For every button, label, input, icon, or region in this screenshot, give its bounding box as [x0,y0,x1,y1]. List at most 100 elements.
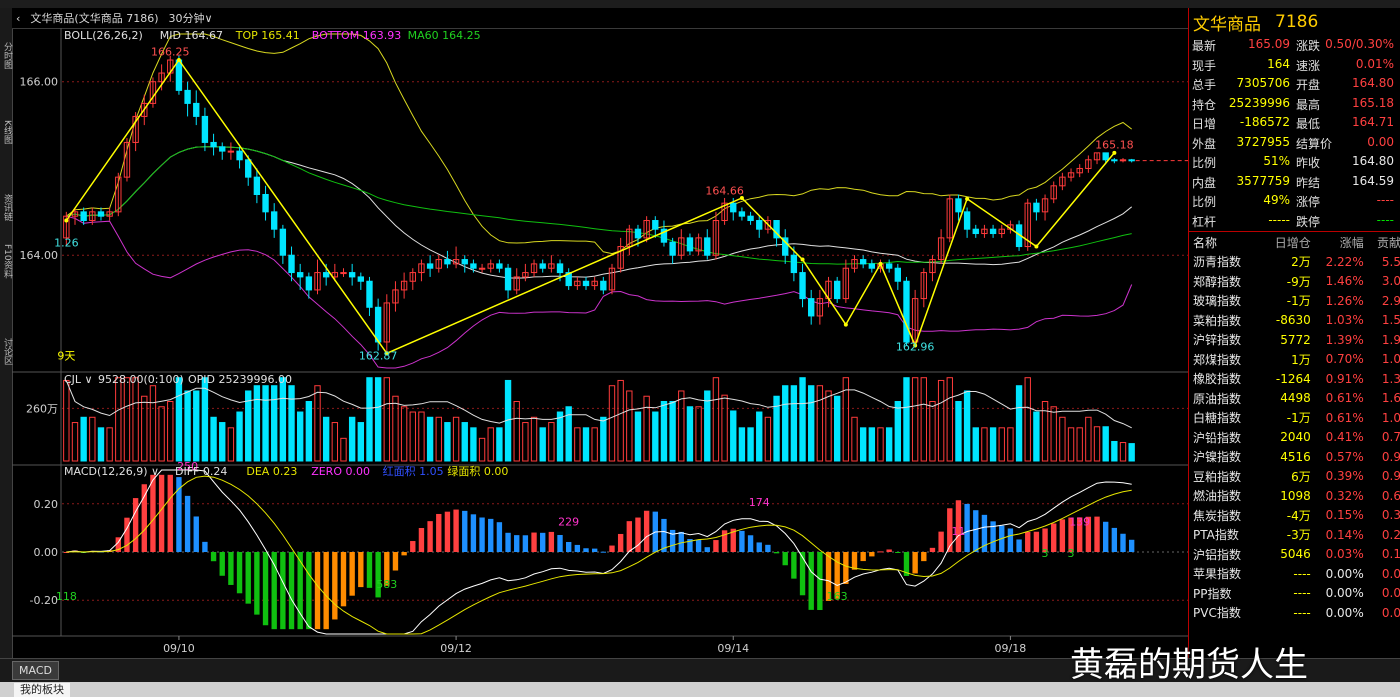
volume-bar [929,401,936,462]
rail-tab-timeshare[interactable]: 分时图 [2,42,12,69]
sector-column-header[interactable]: 日增仓 [1274,235,1311,250]
main-chart[interactable]: 166.00 164.00 166.25 162.87 164.66 162.96 165.… [12,28,1188,658]
macd-histogram-bar [990,521,996,552]
sector-row[interactable]: 郑煤指数 1万 0.70% 1.0 [1189,350,1400,370]
volume-bar [825,390,832,462]
macd-indicator-tab[interactable]: MACD [12,661,59,680]
sector-column-header[interactable]: 贡献 [1376,235,1400,250]
candle-body [409,272,416,282]
volume-bar [1102,426,1109,462]
sector-row[interactable]: 豆粕指数 6万 0.39% 0.9 [1189,467,1400,487]
candle-body [80,211,87,222]
volume-bar [712,377,720,462]
sector-cell: 沪锌指数 [1193,333,1242,348]
quote-cell: 总手 7305706 [1189,76,1293,93]
volume-bar [955,401,962,462]
rail-tab-news[interactable]: 资讯链 [2,194,12,221]
candle-body [747,215,754,222]
macd-histogram-bar [1033,531,1040,552]
sector-row[interactable]: 焦炭指数 -4万 0.15% 0.3 [1189,506,1400,526]
macd-histogram-bar [548,531,555,552]
candle-body [1102,152,1109,161]
sector-row[interactable]: 白糖指数 -1万 0.61% 1.0 [1189,408,1400,428]
rail-tab-kline[interactable]: K线图 [2,120,12,144]
volume-bar [686,406,694,462]
sector-row[interactable]: PTA指数 -3万 0.14% 0.2 [1189,525,1400,545]
quote-label: 外盘 [1192,136,1217,151]
sector-row[interactable]: 郑醇指数 -9万 1.46% 3.0 [1189,272,1400,292]
candle-body [903,280,910,343]
volume-bar [331,422,339,462]
volume-bar [106,427,113,462]
quote-cell: 比例 49% [1189,193,1293,210]
sector-column-header[interactable]: 名称 [1193,235,1218,250]
quote-label: 跌停 [1296,214,1321,229]
macd-histogram-bar [1128,539,1135,552]
volume-bar [1041,401,1049,462]
sector-cell: 0.57% [1325,449,1364,464]
quote-value: ---- [1376,212,1394,227]
chart-title-bar: ‹ 文华商品(文华商品 7186) 30分钟∨ [12,8,1188,29]
quote-value: 0.50/0.30% [1325,37,1394,52]
sector-row[interactable]: 原油指数 4498 0.61% 1.6 [1189,389,1400,409]
chevron-left-icon[interactable]: ‹ [16,11,21,25]
sector-column-header[interactable]: 涨幅 [1339,235,1364,250]
candle-body [245,159,252,178]
candle-body [851,259,858,269]
volume-bar [478,437,486,462]
volume-bar [400,406,408,462]
volume-bar [868,427,876,462]
macd-histogram-bar [158,474,165,552]
sector-row[interactable]: 沪镍指数 4516 0.57% 0.9 [1189,447,1400,467]
volume-bar [782,385,789,462]
sector-row[interactable]: 菜粕指数 -8630 1.03% 1.5 [1189,311,1400,331]
candle-body [1059,176,1066,187]
volume-bar [608,385,616,462]
quote-value: -186572 [1239,115,1290,130]
quote-value: 51% [1263,154,1290,169]
sector-row[interactable]: 玻璃指数 -1万 1.26% 2.9 [1189,291,1400,311]
macd-histogram-bar [617,533,624,552]
macd-histogram-bar [479,517,485,552]
watermark: 黄磊的期货人生 [1070,645,1308,685]
volume-bar [236,411,243,462]
candle-body [1076,167,1083,174]
period-selector[interactable]: 30分钟∨ [168,12,213,25]
rail-tab-f10[interactable]: F10资料 [2,244,12,279]
candle-body [1041,198,1049,213]
sector-row[interactable]: 沪铝指数 5046 0.03% 0.1 [1189,545,1400,565]
sector-row[interactable]: 燃油指数 1098 0.32% 0.6 [1189,486,1400,506]
candle-body [175,59,183,91]
candle-body [539,263,546,269]
sector-row[interactable]: PVC指数 ---- 0.00% 0.0 [1189,603,1400,623]
candle-body [522,272,529,278]
candle-body [219,146,226,152]
sector-cell: 0.7 [1381,430,1400,445]
price-annotation: 1.26 [54,237,79,250]
sector-row[interactable]: 沪锌指数 5772 1.39% 1.9 [1189,330,1400,350]
macd-annotation: 139 [1069,515,1090,528]
sector-row[interactable]: 苹果指数 ---- 0.00% 0.0 [1189,564,1400,584]
quote-label: 昨收 [1296,156,1321,171]
candle-body [348,272,356,278]
macd-histogram-bar [1025,531,1031,552]
candle-body [989,228,997,235]
sector-cell: 0.6 [1381,488,1400,503]
sector-cell: -9万 [1286,274,1311,289]
rail-tab-forum[interactable]: 讨论区 [2,338,12,365]
board-tab[interactable]: 我的板块 [14,683,70,697]
volume-bar [1024,377,1031,462]
sector-cell: 1.26% [1325,293,1364,308]
sector-table-header[interactable]: 名称 日增仓 涨幅 贡献 [1189,231,1400,252]
quote-value: 164.71 [1352,115,1394,130]
volume-bar [496,427,503,462]
instrument-name: 文华商品 [1193,14,1261,35]
volume-bar [288,385,295,462]
sector-row[interactable]: 沥青指数 2万 2.22% 5.5 [1189,252,1400,272]
sector-cell: 沪镍指数 [1193,450,1242,465]
sector-row[interactable]: PP指数 ---- 0.00% 0.0 [1189,584,1400,604]
macd-histogram-bar [591,548,598,552]
macd-histogram-bar [903,552,910,576]
sector-row[interactable]: 橡胶指数 -1264 0.91% 1.3 [1189,369,1400,389]
sector-row[interactable]: 沪铅指数 2040 0.41% 0.7 [1189,428,1400,448]
